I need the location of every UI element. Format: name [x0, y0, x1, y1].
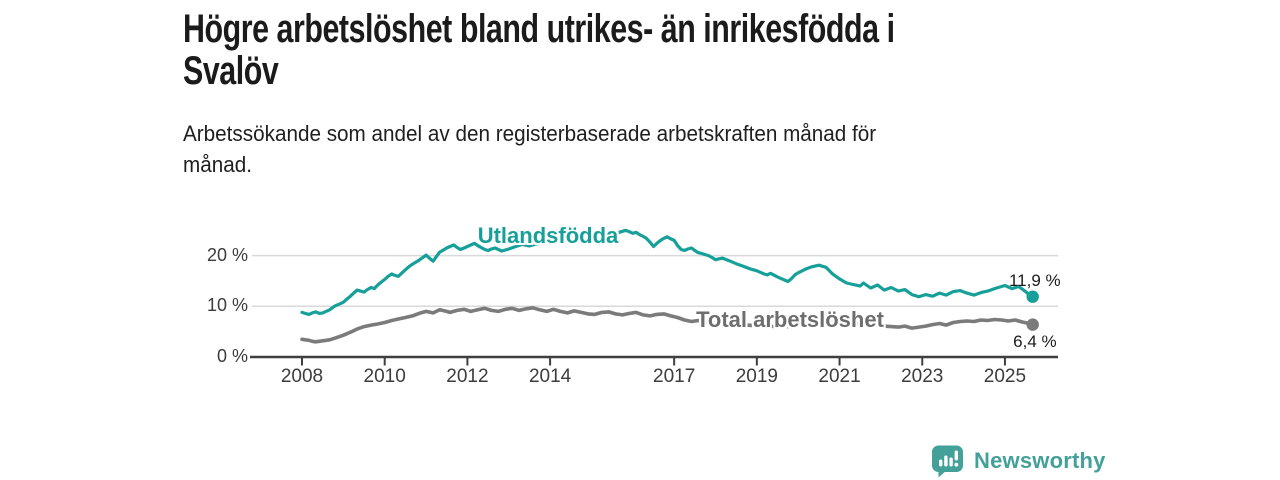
series-end-dot-total-arbetsloshet [1026, 318, 1039, 331]
series-lines [300, 228, 1039, 344]
gridlines [252, 254, 1058, 308]
chart-title: Högre arbetslöshet bland utrikes- än inr… [183, 7, 895, 93]
series-end-dot-utlandsfodda [1026, 290, 1039, 303]
newsworthy-logo-icon [932, 445, 963, 478]
series-line-total-arbetsloshet [300, 306, 1035, 344]
chart-subtitle: Arbetssökande som andel av den registerb… [183, 121, 877, 177]
newsworthy-logo: Newsworthy [930, 443, 1106, 478]
newsworthy-logo-text: Newsworthy [974, 447, 1106, 473]
series-line-utlandsfodda [300, 228, 1035, 316]
x-axis-ticks [301, 357, 1006, 366]
